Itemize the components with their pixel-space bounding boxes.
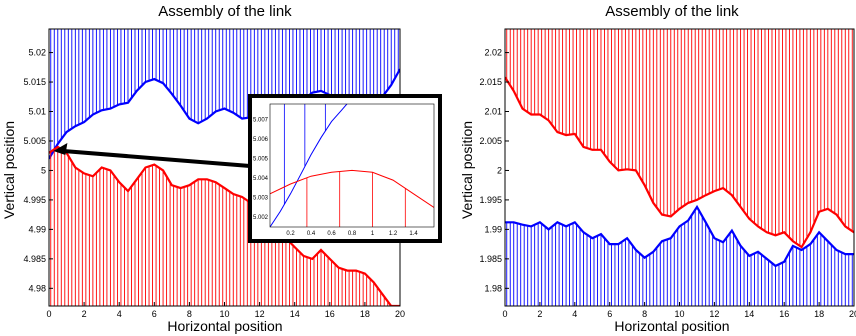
y-tick-label: 4.98 bbox=[28, 283, 46, 293]
x-tick-label: 12 bbox=[709, 309, 719, 319]
chart-right: Assembly of the link 0 2 4 6 8 10 12 14 16 18 20 1.… bbox=[459, 3, 856, 334]
y-tick-label: 5.02 bbox=[28, 48, 46, 58]
y-tick-label: 5.015 bbox=[23, 77, 46, 87]
inset-x-tick-label: 0.8 bbox=[348, 231, 357, 237]
series-1-hatch bbox=[506, 209, 853, 306]
chart-left: Assembly of the link 0 2 4 6 8 10 12 14 16 18 20 4.… bbox=[1, 3, 442, 334]
y-tick-label: 1.985 bbox=[479, 254, 502, 264]
series-1-line bbox=[505, 204, 854, 268]
y-tick-label: 1.99 bbox=[484, 224, 502, 234]
series-0-hatch bbox=[506, 29, 853, 246]
x-axis-label: Horizontal position bbox=[614, 318, 729, 334]
x-tick-label: 6 bbox=[152, 309, 157, 319]
inset-y-tick-label: 5.004 bbox=[253, 176, 269, 182]
inset-axes-frame bbox=[269, 103, 435, 228]
inset-series-layer bbox=[270, 104, 434, 227]
inset-border bbox=[248, 94, 442, 243]
y-tick-label: 4.99 bbox=[28, 224, 46, 234]
inset-x-tick-label: 1 bbox=[371, 231, 375, 237]
inset-y-tick-label: 5.003 bbox=[253, 196, 269, 202]
y-axis-label: Vertical position bbox=[1, 121, 17, 219]
x-tick-label: 12 bbox=[255, 309, 265, 319]
inset-y-tick-label: 5.006 bbox=[253, 137, 269, 143]
x-tick-label: 10 bbox=[219, 309, 229, 319]
inset-x-tick-label: 0.4 bbox=[307, 231, 316, 237]
y-tick-label: 2.015 bbox=[479, 77, 502, 87]
inset-x-tick-label: 1.4 bbox=[409, 231, 418, 237]
x-tick-label: 0 bbox=[46, 309, 51, 319]
x-tick-label: 2 bbox=[82, 309, 87, 319]
y-tick-label: 4.995 bbox=[23, 195, 46, 205]
y-tick-label: 1.98 bbox=[484, 283, 502, 293]
y-tick-label: 5.005 bbox=[23, 136, 46, 146]
inset-y-tick-label: 5.007 bbox=[253, 118, 269, 124]
inset-y-tick-label: 5.005 bbox=[253, 157, 269, 163]
axes-frame bbox=[504, 28, 855, 307]
x-tick-label: 20 bbox=[395, 309, 405, 319]
x-tick-label: 10 bbox=[674, 309, 684, 319]
x-tick-label: 18 bbox=[360, 309, 370, 319]
y-tick-label: 5 bbox=[41, 165, 46, 175]
y-tick-label: 5.01 bbox=[28, 107, 46, 117]
series-1-hatch bbox=[50, 146, 389, 306]
x-tick-label: 14 bbox=[290, 309, 300, 319]
series-1-line bbox=[49, 145, 400, 306]
y-tick-label: 1.995 bbox=[479, 195, 502, 205]
plot-area: 0 2 4 6 8 10 12 14 16 18 20 4.98 4.985 4.99 4.995 5 5.00… bbox=[23, 28, 442, 319]
inset-background bbox=[250, 96, 440, 241]
zoom-arrowhead bbox=[53, 142, 68, 155]
y-tick-label: 2.02 bbox=[484, 48, 502, 58]
x-tick-label: 18 bbox=[814, 309, 824, 319]
x-tick-label: 14 bbox=[744, 309, 754, 319]
y-tick-label: 4.985 bbox=[23, 254, 46, 264]
x-tick-label: 8 bbox=[642, 309, 647, 319]
x-tick-label: 0 bbox=[502, 309, 507, 319]
x-tick-label: 4 bbox=[117, 309, 122, 319]
x-tick-label: 2 bbox=[537, 309, 542, 319]
series-layer bbox=[505, 29, 854, 306]
x-tick-label: 20 bbox=[849, 309, 856, 319]
inset-series-1-line bbox=[270, 169, 434, 208]
inset-y-tick-label: 5.002 bbox=[253, 215, 269, 221]
x-tick-label: 16 bbox=[325, 309, 335, 319]
x-tick-label: 16 bbox=[779, 309, 789, 319]
y-tick-label: 2 bbox=[497, 165, 502, 175]
series-0-hatch bbox=[50, 29, 399, 156]
zoom-inset: 0.2 0.4 0.6 0.8 1 1.2 1.4 5.002 5.003 5.004 5.005 5… bbox=[53, 94, 442, 243]
inset-x-tick-label: 0.6 bbox=[327, 231, 336, 237]
y-tick-label: 2.005 bbox=[479, 136, 502, 146]
x-tick-label: 6 bbox=[607, 309, 612, 319]
x-tick-label: 8 bbox=[187, 309, 192, 319]
x-tick-label: 4 bbox=[572, 309, 577, 319]
x-axis-label: Horizontal position bbox=[167, 318, 282, 334]
chart-title: Assembly of the link bbox=[158, 3, 292, 20]
inset-series-0-line bbox=[270, 104, 348, 227]
series-layer bbox=[49, 29, 400, 306]
chart-title: Assembly of the link bbox=[605, 3, 739, 20]
inset-x-tick-label: 0.2 bbox=[286, 231, 295, 237]
y-axis-label: Vertical position bbox=[459, 121, 475, 219]
inset-x-tick-label: 1.2 bbox=[389, 231, 398, 237]
plot-area: 0 2 4 6 8 10 12 14 16 18 20 1.98 1.985 1.99 1.995 2 2.00… bbox=[479, 28, 856, 319]
series-0-line bbox=[505, 76, 854, 249]
zoom-arrow bbox=[63, 149, 251, 168]
y-tick-label: 2.01 bbox=[484, 107, 502, 117]
